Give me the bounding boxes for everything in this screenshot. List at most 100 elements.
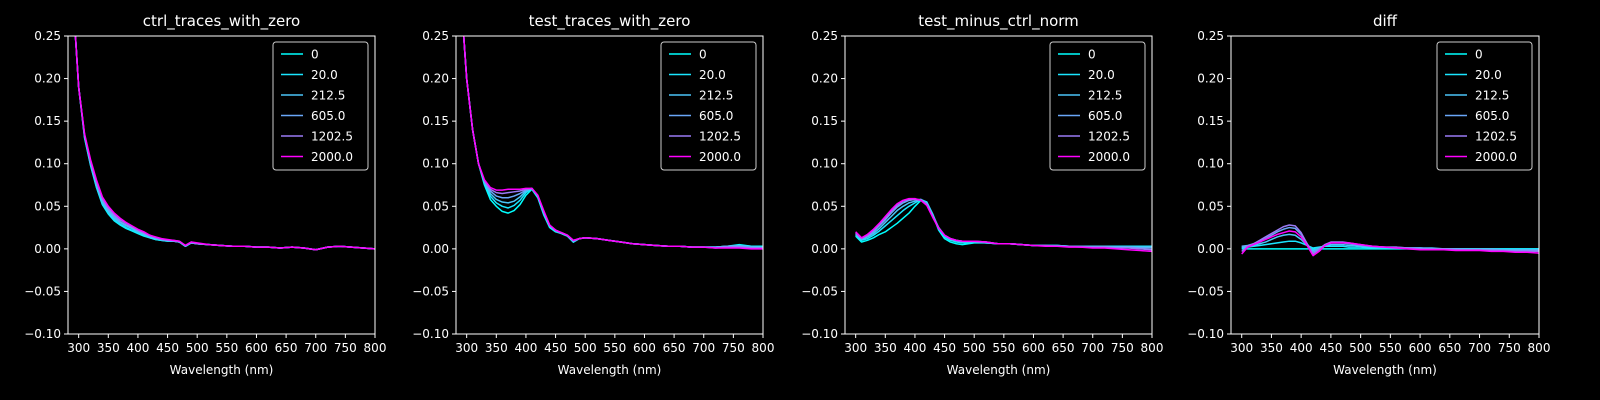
x-tick-label: 700 xyxy=(304,341,327,355)
x-tick-label: 650 xyxy=(663,341,686,355)
series-group xyxy=(462,36,763,250)
x-tick-label: 400 xyxy=(1290,341,1313,355)
x-tick-label: 300 xyxy=(455,341,478,355)
legend-entry-label: 605.0 xyxy=(311,109,345,123)
x-tick-label: 450 xyxy=(1319,341,1342,355)
series-line-2000-0 xyxy=(462,36,763,250)
series-group xyxy=(74,36,375,251)
x-tick-label: 450 xyxy=(933,341,956,355)
series-line-212-5 xyxy=(1241,233,1539,252)
x-tick-label: 750 xyxy=(1498,341,1521,355)
x-tick-label: 550 xyxy=(992,341,1015,355)
x-tick-label: 450 xyxy=(156,341,179,355)
x-tick-label: 700 xyxy=(1081,341,1104,355)
legend-entry-label: 212.5 xyxy=(1475,89,1509,103)
x-tick-label: 300 xyxy=(844,341,867,355)
x-tick-label: 800 xyxy=(1141,341,1164,355)
legend-entry-label: 0 xyxy=(311,48,319,62)
chart-title: ctrl_traces_with_zero xyxy=(143,12,300,31)
x-tick-label: 350 xyxy=(1260,341,1283,355)
x-tick-label: 600 xyxy=(245,341,268,355)
series-group xyxy=(855,197,1152,253)
legend-entry-label: 0 xyxy=(1088,48,1096,62)
series-group xyxy=(1241,224,1539,257)
series-line-2000-0 xyxy=(74,36,375,251)
y-tick-label: 0.05 xyxy=(1197,199,1224,213)
chart-title: test_traces_with_zero xyxy=(529,12,691,31)
y-tick-label: 0.00 xyxy=(34,242,61,256)
x-tick-label: 400 xyxy=(514,341,537,355)
x-tick-label: 550 xyxy=(1379,341,1402,355)
chart-panel-ctrl-traces-with-zero: ctrl_traces_with_zero 300 350 400 450 500 550 6… xyxy=(24,12,387,377)
legend-entry-label: 0 xyxy=(699,48,707,62)
x-tick-label: 600 xyxy=(1409,341,1432,355)
x-tick-label: 450 xyxy=(544,341,567,355)
x-tick-label: 800 xyxy=(364,341,387,355)
y-tick-label: −0.10 xyxy=(801,327,838,341)
legend: 0 20.0 212.5 605.0 1202.5 2000.0 xyxy=(1436,41,1533,171)
y-tick-label: 0.15 xyxy=(34,114,61,128)
x-axis-label: Wavelength (nm) xyxy=(1333,363,1437,377)
x-tick-label: 500 xyxy=(574,341,597,355)
legend-entry-label: 1202.5 xyxy=(1088,130,1130,144)
y-tick-label: 0.00 xyxy=(1197,242,1224,256)
x-tick-label: 650 xyxy=(1438,341,1461,355)
legend: 0 20.0 212.5 605.0 1202.5 2000.0 xyxy=(660,41,757,171)
y-tick-label: 0.15 xyxy=(422,114,449,128)
chart-panel-diff: diff 300 350 400 450 500 550 600 650 700 750 800 −0.… xyxy=(1187,12,1550,377)
y-tick-label: 0.25 xyxy=(34,29,61,43)
legend-entry-label: 2000.0 xyxy=(311,150,353,164)
x-tick-label: 750 xyxy=(1111,341,1134,355)
x-tick-label: 750 xyxy=(722,341,745,355)
legend-entry-label: 20.0 xyxy=(699,68,726,82)
legend-entry-label: 20.0 xyxy=(1475,68,1502,82)
x-tick-label: 600 xyxy=(633,341,656,355)
y-tick-label: −0.05 xyxy=(24,284,61,298)
legend-entry-label: 2000.0 xyxy=(1475,150,1517,164)
chart-title: diff xyxy=(1373,12,1398,30)
y-tick-label: −0.05 xyxy=(1187,284,1224,298)
x-tick-label: 550 xyxy=(215,341,238,355)
legend-entry-label: 2000.0 xyxy=(699,150,741,164)
y-tick-label: −0.05 xyxy=(412,284,449,298)
series-line-2000-0 xyxy=(1241,230,1539,257)
y-tick-label: 0.05 xyxy=(34,199,61,213)
x-tick-label: 500 xyxy=(186,341,209,355)
legend: 0 20.0 212.5 605.0 1202.5 2000.0 xyxy=(272,41,369,171)
y-tick-label: 0.10 xyxy=(1197,157,1224,171)
y-tick-label: 0.10 xyxy=(811,157,838,171)
x-tick-label: 300 xyxy=(67,341,90,355)
x-tick-label: 400 xyxy=(126,341,149,355)
chart-title: test_minus_ctrl_norm xyxy=(918,12,1079,31)
y-tick-label: −0.10 xyxy=(24,327,61,341)
x-tick-label: 300 xyxy=(1230,341,1253,355)
y-tick-label: 0.10 xyxy=(422,157,449,171)
legend-entry-label: 212.5 xyxy=(1088,89,1122,103)
legend-entry-label: 2000.0 xyxy=(1088,150,1130,164)
x-tick-label: 500 xyxy=(963,341,986,355)
legend-entry-label: 212.5 xyxy=(699,89,733,103)
y-tick-label: 0.15 xyxy=(811,114,838,128)
y-tick-label: −0.05 xyxy=(801,284,838,298)
axes-frame xyxy=(1230,35,1540,335)
x-tick-label: 700 xyxy=(1468,341,1491,355)
chart-panel-test-minus-ctrl-norm: test_minus_ctrl_norm 300 350 400 450 500 550 60… xyxy=(801,12,1163,377)
legend-entry-label: 212.5 xyxy=(311,89,345,103)
x-tick-label: 800 xyxy=(752,341,775,355)
y-tick-label: 0.00 xyxy=(422,242,449,256)
legend-entry-label: 20.0 xyxy=(1088,68,1115,82)
axes-frame xyxy=(67,35,376,335)
axes-frame xyxy=(455,35,764,335)
legend-entry-label: 605.0 xyxy=(1475,109,1509,123)
legend-entry-label: 0 xyxy=(1475,48,1483,62)
x-tick-label: 650 xyxy=(275,341,298,355)
x-tick-label: 350 xyxy=(874,341,897,355)
x-axis-label: Wavelength (nm) xyxy=(947,363,1051,377)
y-tick-label: 0.00 xyxy=(811,242,838,256)
x-tick-label: 750 xyxy=(334,341,357,355)
y-tick-label: 0.05 xyxy=(422,199,449,213)
y-tick-label: 0.25 xyxy=(1197,29,1224,43)
y-tick-label: 0.10 xyxy=(34,157,61,171)
axes-frame xyxy=(844,35,1153,335)
